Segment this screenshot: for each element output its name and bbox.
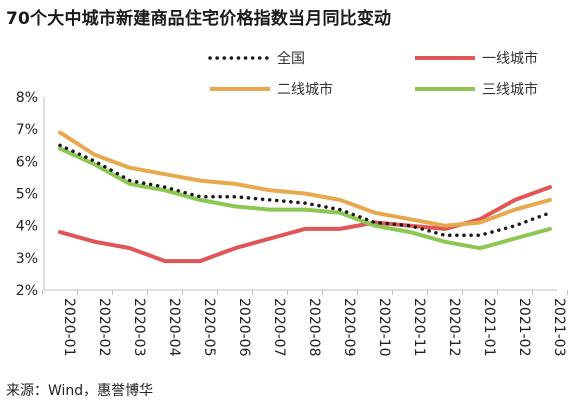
x-tick-label: 2020-06	[236, 298, 252, 357]
x-tick-label: 2020-12	[446, 298, 462, 357]
y-axis: 8% 7% 6% 5% 4% 3% 2%	[16, 90, 45, 299]
y-tick-label: 5%	[16, 187, 38, 203]
x-axis: 2020-01 2020-02 2020-03 2020-04 2020-05 2020-…	[42, 289, 568, 357]
x-tick-label: 2020-07	[271, 298, 287, 357]
x-tick-label: 2020-03	[131, 298, 147, 357]
y-tick-label: 2%	[16, 283, 38, 299]
y-tick-label: 3%	[16, 251, 38, 267]
y-tick-label: 6%	[16, 154, 38, 170]
y-tick-label: 8%	[16, 90, 38, 106]
legend-label-0: 全国	[277, 50, 305, 67]
chart-title: 70个大中城市新建商品住宅价格指数当月同比变动	[6, 9, 392, 29]
y-tick-label: 7%	[16, 122, 38, 138]
series-line-0	[58, 143, 552, 238]
legend-label-1: 一线城市	[482, 50, 538, 67]
series-line-3	[58, 146, 552, 251]
x-tick-label: 2020-10	[376, 298, 392, 357]
legend-label-3: 三线城市	[482, 81, 538, 98]
y-tick-label: 4%	[16, 219, 38, 235]
x-tick-label: 2020-09	[341, 298, 357, 357]
series-group	[58, 130, 552, 264]
x-tick-label: 2020-08	[306, 298, 322, 357]
x-tick-label: 2021-01	[481, 298, 497, 357]
x-tick-label: 2020-01	[61, 298, 77, 357]
x-tick-label: 2020-11	[411, 298, 427, 357]
x-tick-label: 2020-04	[166, 298, 182, 357]
x-tick-label: 2021-03	[551, 298, 567, 357]
x-tick-label: 2020-02	[96, 298, 112, 357]
source-note: 来源：Wind，惠誉博华	[6, 383, 154, 399]
series-line-2	[58, 130, 552, 228]
legend-label-2: 二线城市	[277, 81, 333, 98]
x-tick-label: 2020-05	[201, 298, 217, 357]
x-tick-label: 2021-02	[516, 298, 532, 357]
